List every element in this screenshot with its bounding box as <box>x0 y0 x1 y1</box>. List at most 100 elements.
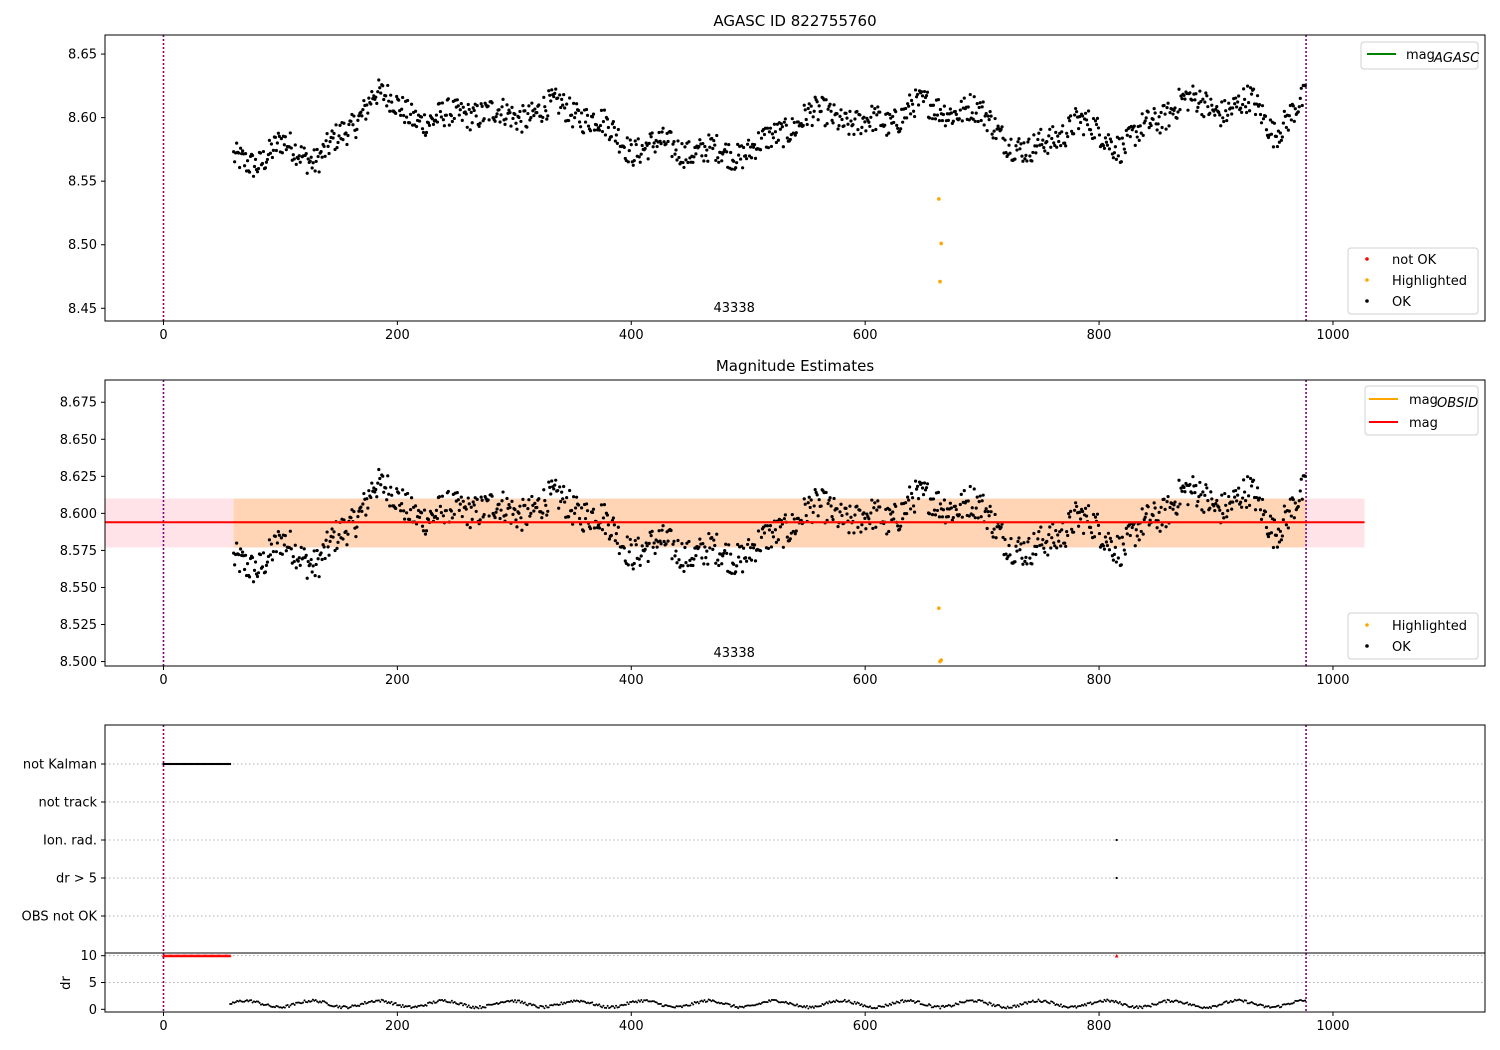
magnitude-ok-point <box>494 510 498 514</box>
magnitude-ok-point <box>583 516 588 521</box>
dr-point <box>340 1007 343 1010</box>
dr-point <box>1207 1007 1210 1010</box>
agasc-ok-point <box>1008 151 1012 155</box>
agasc-ok-point <box>940 118 945 123</box>
agasc-ok-point <box>541 115 545 120</box>
dr-point <box>1125 1004 1128 1007</box>
dr-point <box>1079 1005 1082 1008</box>
agasc-ok-point <box>1106 133 1111 137</box>
agasc-ok-point <box>1140 112 1144 116</box>
magnitude-ok-point <box>909 491 914 496</box>
magnitude-ok-point <box>707 531 711 536</box>
agasc-ok-point <box>1070 129 1074 133</box>
agasc-ok-point <box>807 102 811 106</box>
magnitude-ok-point <box>478 518 482 522</box>
agasc-ok-point <box>313 169 317 173</box>
magnitude-ok-point <box>1261 513 1266 517</box>
magnitude-ok-point <box>819 504 823 508</box>
magnitude-ok-point <box>606 523 611 527</box>
magnitude-ok-point <box>574 506 578 510</box>
magnitude-highlighted-point <box>938 659 942 664</box>
agasc-ok-point <box>905 116 909 120</box>
magnitude-ok-point <box>401 488 405 492</box>
agasc-ok-point <box>812 109 816 113</box>
dr-point <box>1045 1000 1048 1003</box>
agasc-ok-point <box>235 141 239 145</box>
agasc-ok-point <box>545 117 549 121</box>
dr-point <box>640 999 643 1002</box>
magnitude-ok-point <box>1052 541 1056 545</box>
magnitude-ok-point <box>687 539 691 544</box>
magnitude-ok-point <box>471 500 475 504</box>
magnitude-ok-point <box>829 504 833 508</box>
magnitude-ok-point <box>1063 541 1067 545</box>
dr-point <box>1168 999 1171 1002</box>
agasc-ok-point <box>1247 109 1252 113</box>
magnitude-ok-point <box>495 507 499 511</box>
agasc-ok-point <box>344 131 348 135</box>
magnitude-ok-point <box>346 532 350 536</box>
dr-point <box>234 1001 237 1004</box>
agasc-ok-point <box>456 104 460 108</box>
magnitude-ok-point <box>785 535 789 539</box>
magnitude-ok-point <box>1045 539 1049 543</box>
agasc-ok-point <box>316 154 320 159</box>
dr-point <box>776 1000 779 1003</box>
agasc-ok-point <box>715 133 719 138</box>
dr-point <box>292 1002 295 1005</box>
magnitude-ok-point <box>640 544 644 548</box>
magnitude-ok-point <box>523 503 527 507</box>
agasc-ok-point <box>1139 131 1143 135</box>
dr-point <box>363 1000 366 1003</box>
agasc-ok-point <box>1112 151 1116 155</box>
magnitude-ok-point <box>1201 490 1205 494</box>
magnitude-ok-point <box>989 510 993 514</box>
magnitude-ok-point <box>458 502 462 506</box>
agasc-ok-point <box>1212 109 1216 113</box>
agasc-ok-point <box>837 124 841 128</box>
agasc-ok-point <box>323 154 327 158</box>
agasc-ok-point <box>1143 119 1147 123</box>
agasc-ok-point <box>846 122 850 126</box>
agasc-ok-point <box>283 135 287 139</box>
agasc-ok-point <box>518 109 522 114</box>
agasc-ok-point <box>1284 125 1288 130</box>
agasc-ok-point <box>1176 110 1180 114</box>
agasc-ok-point <box>568 96 572 100</box>
dr-point <box>1107 999 1110 1002</box>
magnitude-ok-point <box>812 504 816 508</box>
magnitude-ok-point <box>1231 500 1235 504</box>
agasc-ok-point <box>602 108 607 112</box>
dr-point <box>1280 1005 1283 1008</box>
agasc-ok-point <box>803 108 807 112</box>
magnitude-ok-point <box>924 486 929 490</box>
magnitude-ok-point <box>908 485 912 489</box>
flag-row-label: Ion. rad. <box>43 834 97 849</box>
agasc-ok-point <box>366 111 370 115</box>
dr-point <box>551 1004 554 1007</box>
magnitude-ok-point <box>562 484 566 489</box>
magnitude-ok-point <box>729 552 733 556</box>
agasc-ok-point <box>547 89 551 93</box>
dr-point <box>975 1000 978 1003</box>
agasc-ok-point <box>1077 115 1082 119</box>
dr-point <box>1180 1001 1183 1004</box>
agasc-ok-point <box>869 115 873 119</box>
dr-point <box>853 1000 856 1003</box>
magnitude-ok-point <box>559 499 563 504</box>
dr-point <box>529 1002 532 1005</box>
magnitude-ok-point <box>323 556 327 561</box>
agasc-ok-point <box>466 102 470 107</box>
agasc-ok-point <box>578 125 583 129</box>
magnitude-ok-point <box>376 481 380 485</box>
agasc-ok-point <box>1080 114 1085 118</box>
magnitude-ok-point <box>382 490 386 494</box>
agasc-ok-point <box>735 161 739 165</box>
dr-xtick-label: 600 <box>853 1019 878 1034</box>
magnitude-ok-point <box>1025 562 1029 566</box>
agasc-ok-point <box>1075 110 1079 114</box>
magnitude-ok-point <box>1148 518 1152 522</box>
dr-point <box>1218 1003 1221 1006</box>
magnitude-ok-point <box>636 536 640 540</box>
